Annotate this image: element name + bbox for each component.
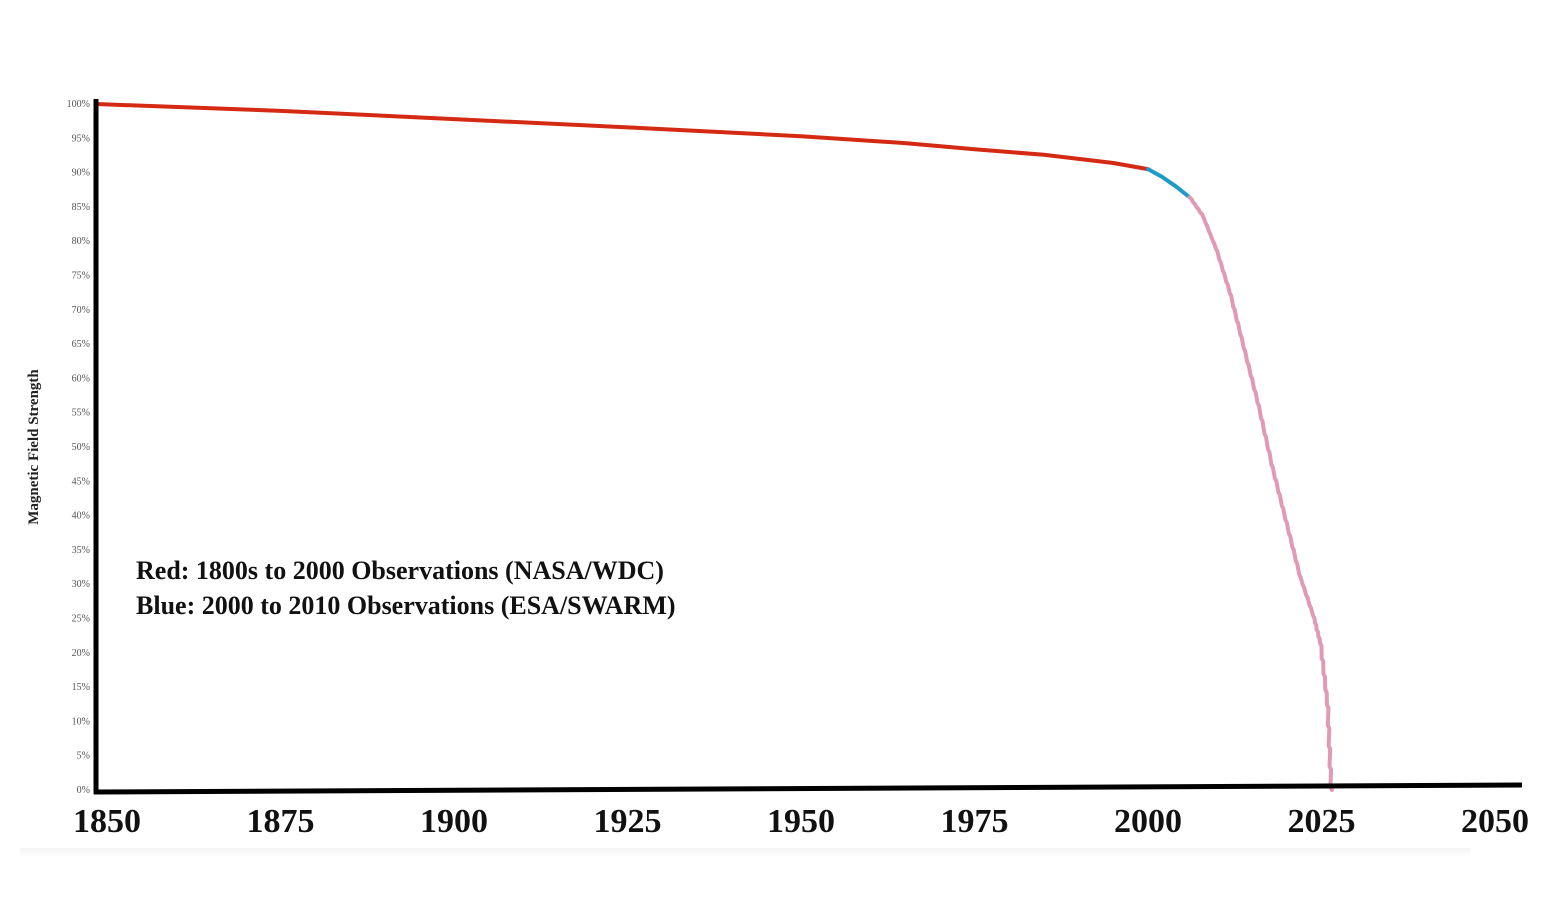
y-tick-label: 60% [72, 373, 90, 384]
y-tick-label: 80% [72, 236, 90, 247]
y-tick-label: 30% [72, 579, 90, 590]
x-axis-ticks: 1850 1875 1900 1925 1950 1975 2000 2025 2050 [73, 803, 1529, 840]
series-line-red [94, 102, 1150, 172]
x-tick-label: 1875 [247, 803, 315, 840]
y-tick-label: 25% [72, 614, 90, 625]
y-tick-label: 75% [72, 271, 90, 282]
x-tick-label: 1925 [594, 803, 662, 840]
legend-entry-red: Red: 1800s to 2000 Observations (NASA/WD… [136, 556, 664, 585]
y-tick-label: 95% [72, 133, 90, 144]
y-tick-label: 35% [72, 545, 90, 556]
x-tick-label: 2050 [1461, 803, 1529, 840]
y-tick-label: 90% [72, 168, 90, 179]
series-line-blue [1146, 167, 1192, 200]
y-tick-label: 10% [72, 716, 90, 727]
x-tick-label: 1975 [941, 803, 1009, 840]
y-tick-label: 45% [72, 476, 90, 487]
y-tick-label: 40% [72, 511, 90, 522]
y-tick-label: 0% [77, 785, 90, 796]
x-tick-label: 1950 [767, 803, 835, 840]
x-tick-label: 1900 [420, 803, 488, 840]
y-tick-label: 20% [72, 648, 90, 659]
x-axis-line [93, 782, 1523, 795]
y-tick-label: 70% [72, 305, 90, 316]
bottom-shadow [20, 848, 1470, 858]
y-axis-ticks: 0% 5% 10% 15% 20% 25% 30% 35% 40% 45% 50% 55% 60% 65%… [67, 99, 90, 796]
y-tick-label: 5% [77, 751, 90, 762]
series-group [94, 102, 1334, 792]
y-tick-label: 100% [67, 99, 90, 110]
y-tick-label: 65% [72, 339, 90, 350]
y-tick-label: 55% [72, 408, 90, 419]
x-tick-label: 2025 [1288, 803, 1356, 840]
series-line-pink [1187, 195, 1334, 792]
y-axis-label: Magnetic Field Strength [26, 369, 42, 525]
y-tick-label: 50% [72, 442, 90, 453]
x-tick-label: 1850 [73, 803, 141, 840]
legend-entry-blue: Blue: 2000 to 2010 Observations (ESA/SWA… [136, 591, 676, 620]
y-tick-label: 15% [72, 682, 90, 693]
x-tick-label: 2000 [1114, 803, 1182, 840]
y-tick-label: 85% [72, 202, 90, 213]
